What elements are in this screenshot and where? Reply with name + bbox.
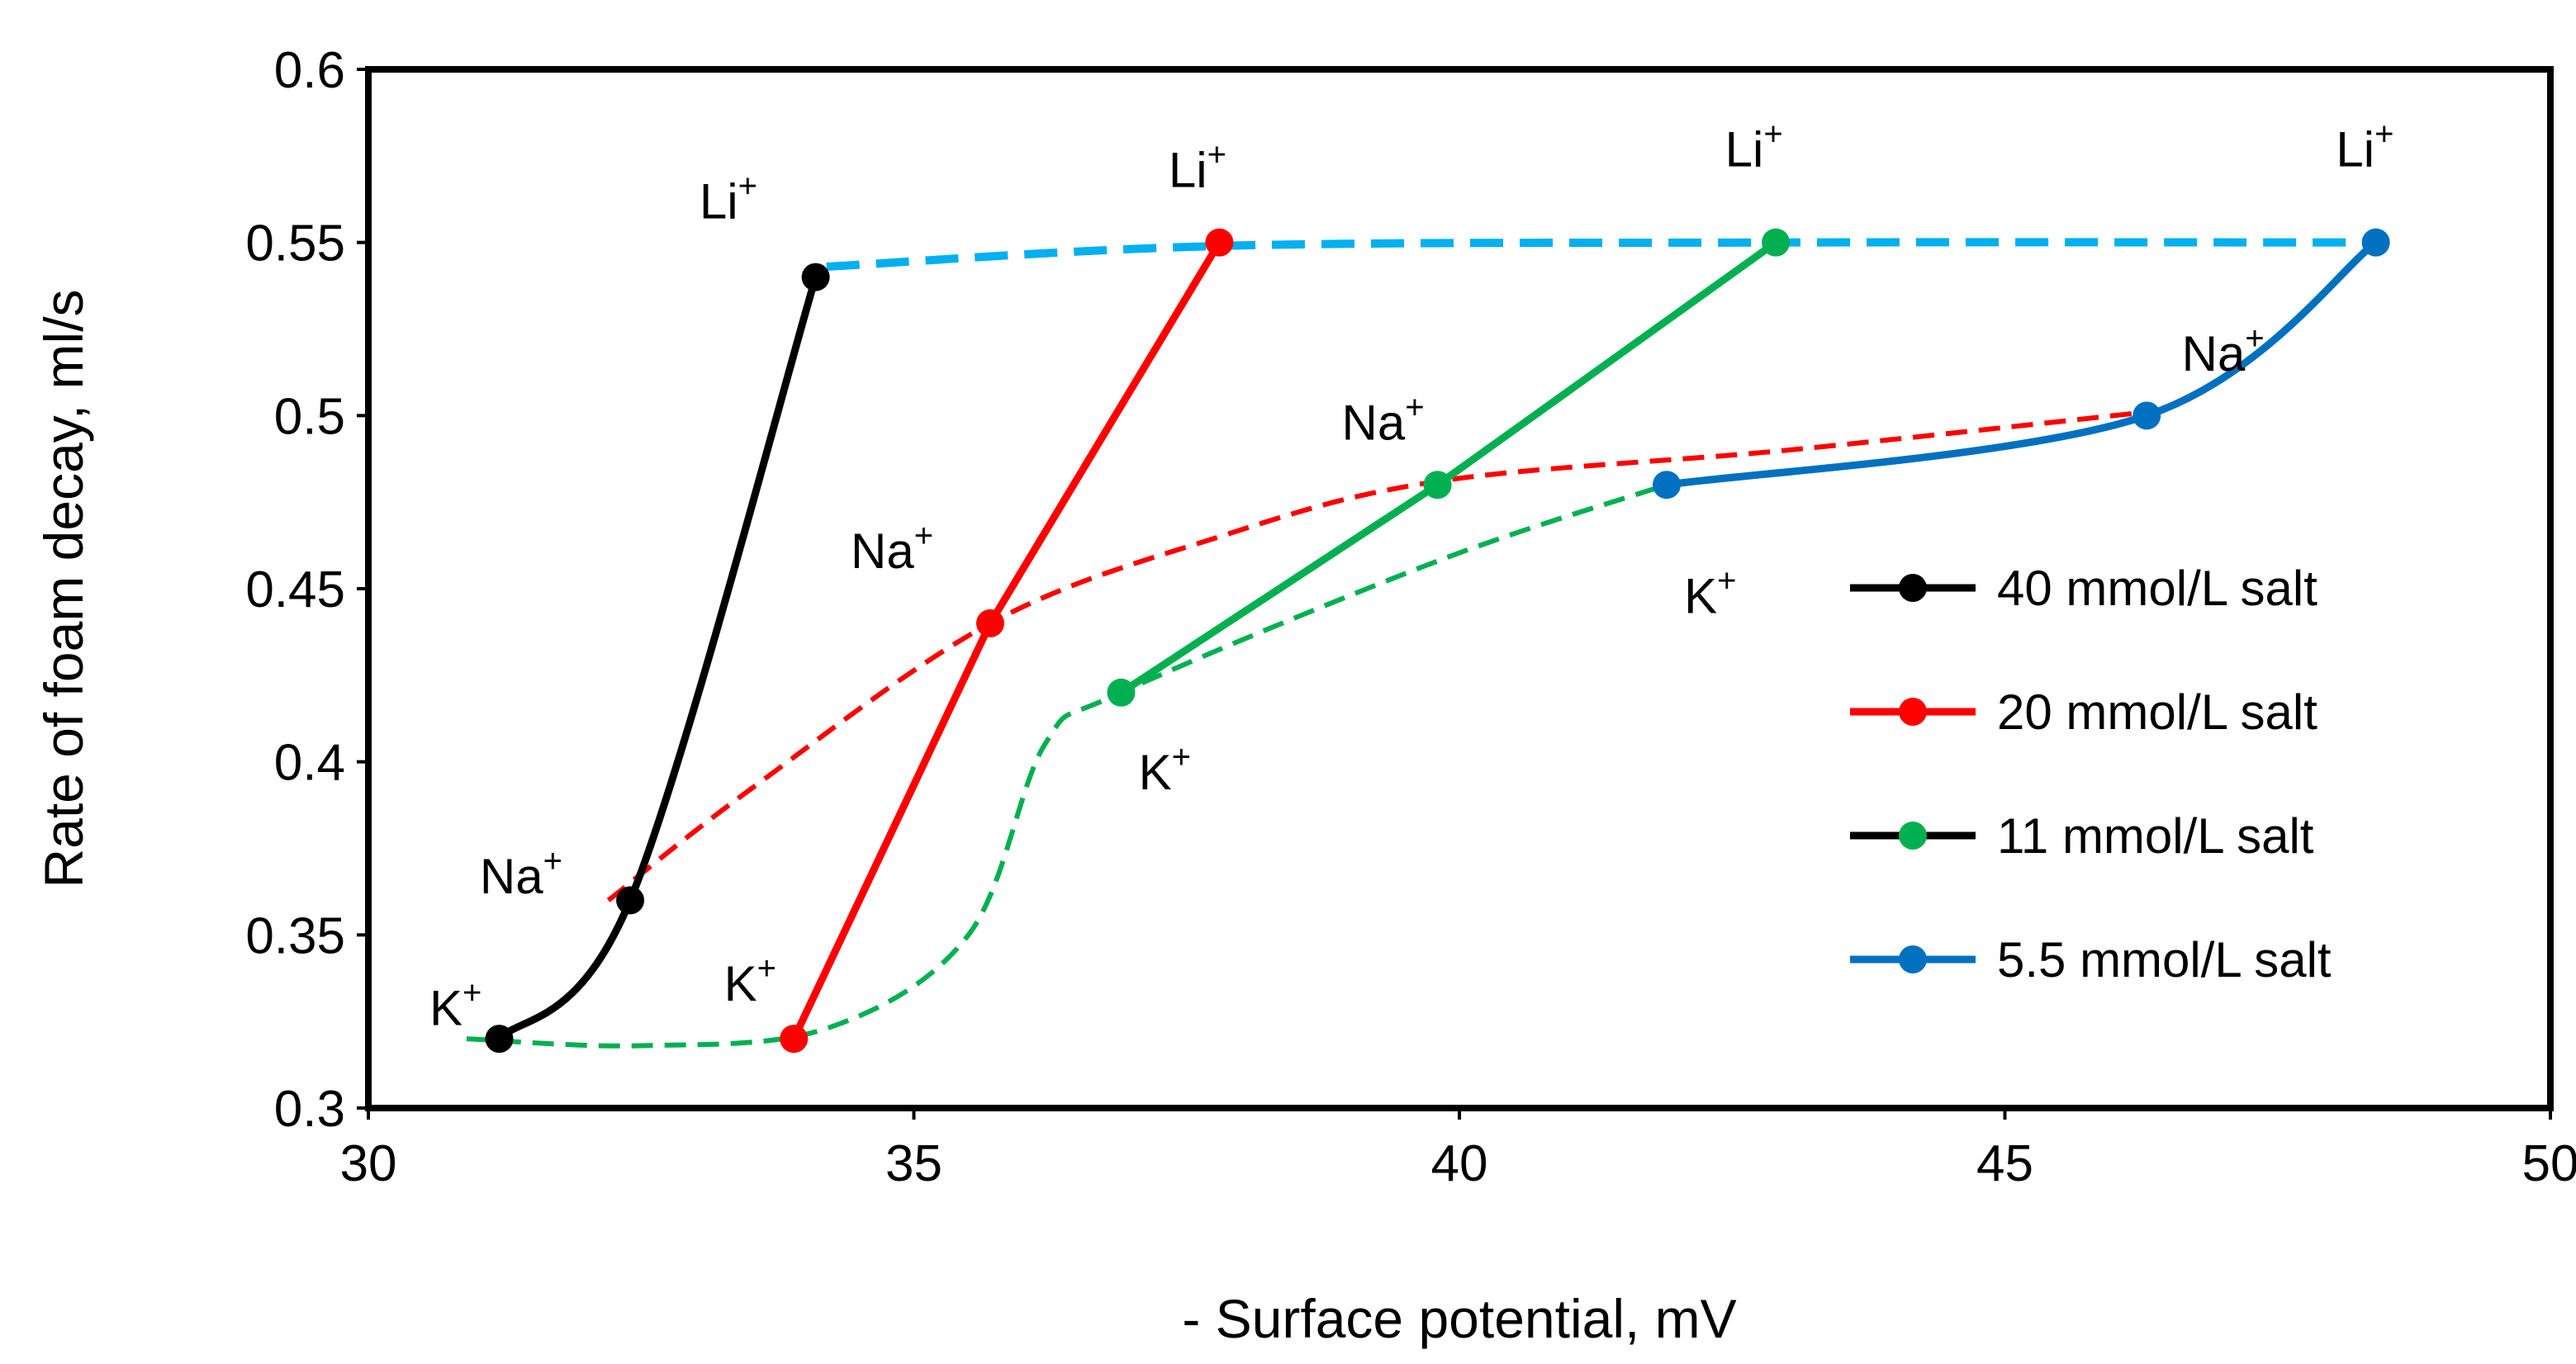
y-tick-label: 0.6 <box>274 42 345 99</box>
legend-marker <box>1899 574 1927 602</box>
ion-label-li: Li+ <box>1169 137 1226 198</box>
legend-label: 20 mmol/L salt <box>1997 684 2317 740</box>
ion-label-superscript: + <box>757 950 776 987</box>
legend-item-20-mmol-l-salt: 20 mmol/L salt <box>1850 684 2317 740</box>
ion-label-superscript: + <box>1172 739 1191 775</box>
data-point-20-mmol-l-salt-li <box>1205 228 1234 257</box>
series-line-11-mmol-l-salt <box>1119 239 1778 696</box>
trend-lines-layer <box>466 238 2376 1049</box>
na-trend-dashed-line <box>606 410 2147 902</box>
ion-label-base: Li <box>2336 121 2374 177</box>
legend-item-40-mmol-l-salt: 40 mmol/L salt <box>1850 561 2317 616</box>
series-line-5-5-mmol-l-salt <box>1666 239 2379 489</box>
ion-label-superscript: + <box>463 974 482 1011</box>
y-tick-label: 0.55 <box>245 215 345 272</box>
ion-label-base: K <box>1139 745 1172 800</box>
ion-label-k: K+ <box>429 974 482 1035</box>
data-point-11-mmol-l-salt-k <box>1107 678 1136 707</box>
ion-label-base: Li <box>1725 121 1764 177</box>
x-tick-label: 30 <box>340 1135 397 1192</box>
ion-label-base: K <box>724 956 757 1011</box>
ion-label-li: Li+ <box>700 168 757 229</box>
ion-label-base: K <box>429 980 463 1035</box>
ion-label-na: Na+ <box>480 843 562 904</box>
ion-label-na: Na+ <box>1341 390 1424 451</box>
x-tick-label: 45 <box>1976 1135 2033 1192</box>
ion-label-base: Na <box>851 523 914 579</box>
ion-label-superscript: + <box>543 843 562 879</box>
ion-label-superscript: + <box>1717 562 1736 599</box>
ion-label-k: K+ <box>1684 562 1736 623</box>
data-point-40-mmol-l-salt-li <box>801 263 830 291</box>
data-point-5-5-mmol-l-salt-li <box>2361 228 2390 257</box>
ion-label-superscript: + <box>1207 137 1226 173</box>
k-trend-dashed-line <box>466 482 1668 1049</box>
legend-label: 5.5 mmol/L salt <box>1997 932 2332 987</box>
ion-label-superscript: + <box>738 168 757 204</box>
data-point-11-mmol-l-salt-na <box>1423 471 1452 500</box>
ion-label-base: Li <box>1169 143 1207 198</box>
x-tick-label: 40 <box>1431 1135 1488 1192</box>
legend-label: 11 mmol/L salt <box>1997 808 2314 864</box>
legend: 40 mmol/L salt 20 mmol/L salt 11 mmol/L sa… <box>1850 561 2332 987</box>
ion-label-li: Li+ <box>2336 116 2393 177</box>
ion-label-base: Li <box>700 173 738 229</box>
legend-marker <box>1899 945 1927 973</box>
x-axis-title: - Surface potential, mV <box>1182 1288 1736 1349</box>
y-tick-label: 0.4 <box>274 735 345 792</box>
y-tick-label: 0.45 <box>245 561 345 618</box>
series-line-20-mmol-l-salt <box>790 240 1223 1041</box>
data-point-5-5-mmol-l-salt-na <box>2132 401 2161 430</box>
ion-label-superscript: + <box>1405 390 1424 426</box>
ion-labels-layer: Li+ Li+ Li+ Li+Na+Na+Na+Na+K+K+K+K+ <box>429 116 2393 1035</box>
ion-label-base: Na <box>1341 395 1405 451</box>
y-tick-label: 0.3 <box>274 1081 345 1138</box>
data-point-40-mmol-l-salt-na <box>616 886 645 915</box>
y-axis-title: Rate of foam decay, ml/s <box>33 289 94 888</box>
ion-label-superscript: + <box>914 518 933 554</box>
y-tick-label: 0.5 <box>274 388 345 445</box>
x-tick-label: 50 <box>2522 1135 2576 1192</box>
data-point-20-mmol-l-salt-k <box>780 1025 809 1054</box>
legend-label: 40 mmol/L salt <box>1997 561 2317 616</box>
ion-label-superscript: + <box>2374 116 2393 152</box>
series-line-40-mmol-l-salt <box>496 276 819 1042</box>
ion-label-na: Na+ <box>2182 320 2265 381</box>
x-tick-label: 35 <box>885 1135 942 1192</box>
ion-label-k: K+ <box>724 950 776 1011</box>
ion-label-base: Na <box>2182 326 2246 381</box>
axes-layer: 30 35 40 45 50 0.3 0.35 0.4 0.45 0.5 0.55 0.6 <box>245 42 2576 1192</box>
legend-marker <box>1899 698 1927 726</box>
ion-label-k: K+ <box>1139 739 1191 800</box>
y-tick-label: 0.35 <box>245 907 345 964</box>
legend-marker <box>1899 822 1927 850</box>
legend-item-11-mmol-l-salt: 11 mmol/L salt <box>1850 808 2314 864</box>
ion-label-na: Na+ <box>851 518 933 579</box>
li-trend-dashed-line <box>826 238 2376 271</box>
ion-label-base: Na <box>480 849 543 904</box>
data-point-40-mmol-l-salt-k <box>485 1025 514 1054</box>
series-lines-layer <box>496 239 2379 1042</box>
legend-item-5-5-mmol-l-salt: 5.5 mmol/L salt <box>1850 932 2332 987</box>
data-point-20-mmol-l-salt-na <box>975 609 1004 637</box>
markers-layer <box>485 228 2390 1054</box>
ion-label-superscript: + <box>1763 116 1782 152</box>
data-point-11-mmol-l-salt-li <box>1762 228 1791 257</box>
ion-label-base: K <box>1684 568 1717 623</box>
ion-label-superscript: + <box>2245 320 2264 357</box>
ion-label-li: Li+ <box>1725 116 1783 177</box>
data-point-5-5-mmol-l-salt-k <box>1652 471 1681 500</box>
